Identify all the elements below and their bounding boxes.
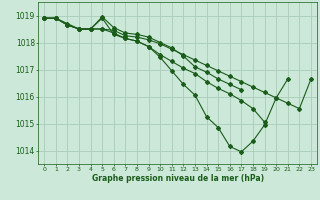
X-axis label: Graphe pression niveau de la mer (hPa): Graphe pression niveau de la mer (hPa) (92, 174, 264, 183)
